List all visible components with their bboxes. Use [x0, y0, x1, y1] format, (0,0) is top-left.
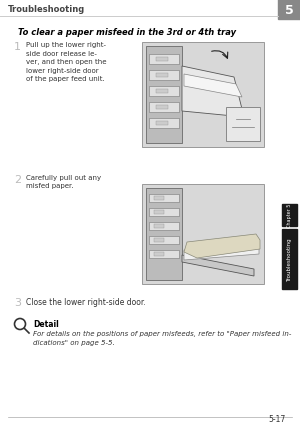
- Text: Troubleshooting: Troubleshooting: [8, 6, 85, 14]
- Bar: [282, 204, 297, 227]
- Polygon shape: [182, 67, 244, 118]
- Text: 1: 1: [14, 42, 21, 52]
- Bar: [156, 106, 168, 110]
- Text: Carefully pull out any
misfed paper.: Carefully pull out any misfed paper.: [26, 175, 101, 189]
- Bar: [154, 253, 164, 256]
- Text: 5-17: 5-17: [269, 414, 286, 423]
- Text: Chapter 5: Chapter 5: [287, 203, 292, 227]
- Polygon shape: [184, 245, 259, 260]
- Text: For details on the positions of paper misfeeds, refer to "Paper misfeed in-
dica: For details on the positions of paper mi…: [33, 330, 291, 345]
- Bar: [282, 230, 297, 289]
- Bar: [154, 239, 164, 242]
- Text: 2: 2: [14, 175, 21, 184]
- Text: Close the lower right-side door.: Close the lower right-side door.: [26, 297, 146, 306]
- Bar: [154, 225, 164, 228]
- Bar: [156, 122, 168, 126]
- Polygon shape: [184, 75, 242, 98]
- Bar: [142, 184, 264, 284]
- Bar: [149, 103, 179, 113]
- Bar: [146, 47, 182, 144]
- Bar: [142, 43, 264, 148]
- Bar: [149, 71, 179, 81]
- Bar: [278, 0, 300, 20]
- Polygon shape: [184, 234, 260, 259]
- Bar: [149, 119, 179, 129]
- Bar: [149, 236, 179, 245]
- Bar: [156, 58, 168, 62]
- Bar: [156, 74, 168, 78]
- Bar: [146, 189, 182, 280]
- Bar: [149, 195, 179, 202]
- Text: Pull up the lower right-
side door release le-
ver, and then open the
lower righ: Pull up the lower right- side door relea…: [26, 42, 106, 82]
- Bar: [156, 90, 168, 94]
- Text: Detail: Detail: [33, 319, 59, 328]
- Bar: [149, 87, 179, 97]
- Bar: [149, 250, 179, 259]
- Text: 5: 5: [285, 3, 293, 17]
- Text: To clear a paper misfeed in the 3rd or 4th tray: To clear a paper misfeed in the 3rd or 4…: [18, 28, 236, 37]
- Bar: [226, 108, 260, 142]
- Bar: [149, 55, 179, 65]
- Bar: [149, 208, 179, 216]
- Polygon shape: [182, 256, 254, 276]
- Text: 3: 3: [14, 297, 21, 307]
- Bar: [154, 196, 164, 201]
- Bar: [149, 222, 179, 230]
- Bar: [154, 210, 164, 215]
- Text: Troubleshooting: Troubleshooting: [287, 238, 292, 281]
